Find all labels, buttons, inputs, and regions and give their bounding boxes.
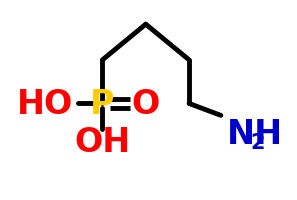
Text: NH: NH [227, 117, 283, 150]
Text: 2: 2 [251, 132, 265, 152]
Text: P: P [90, 88, 115, 120]
Text: OH: OH [74, 125, 131, 158]
Text: O: O [131, 88, 159, 120]
Text: HO: HO [17, 88, 74, 120]
